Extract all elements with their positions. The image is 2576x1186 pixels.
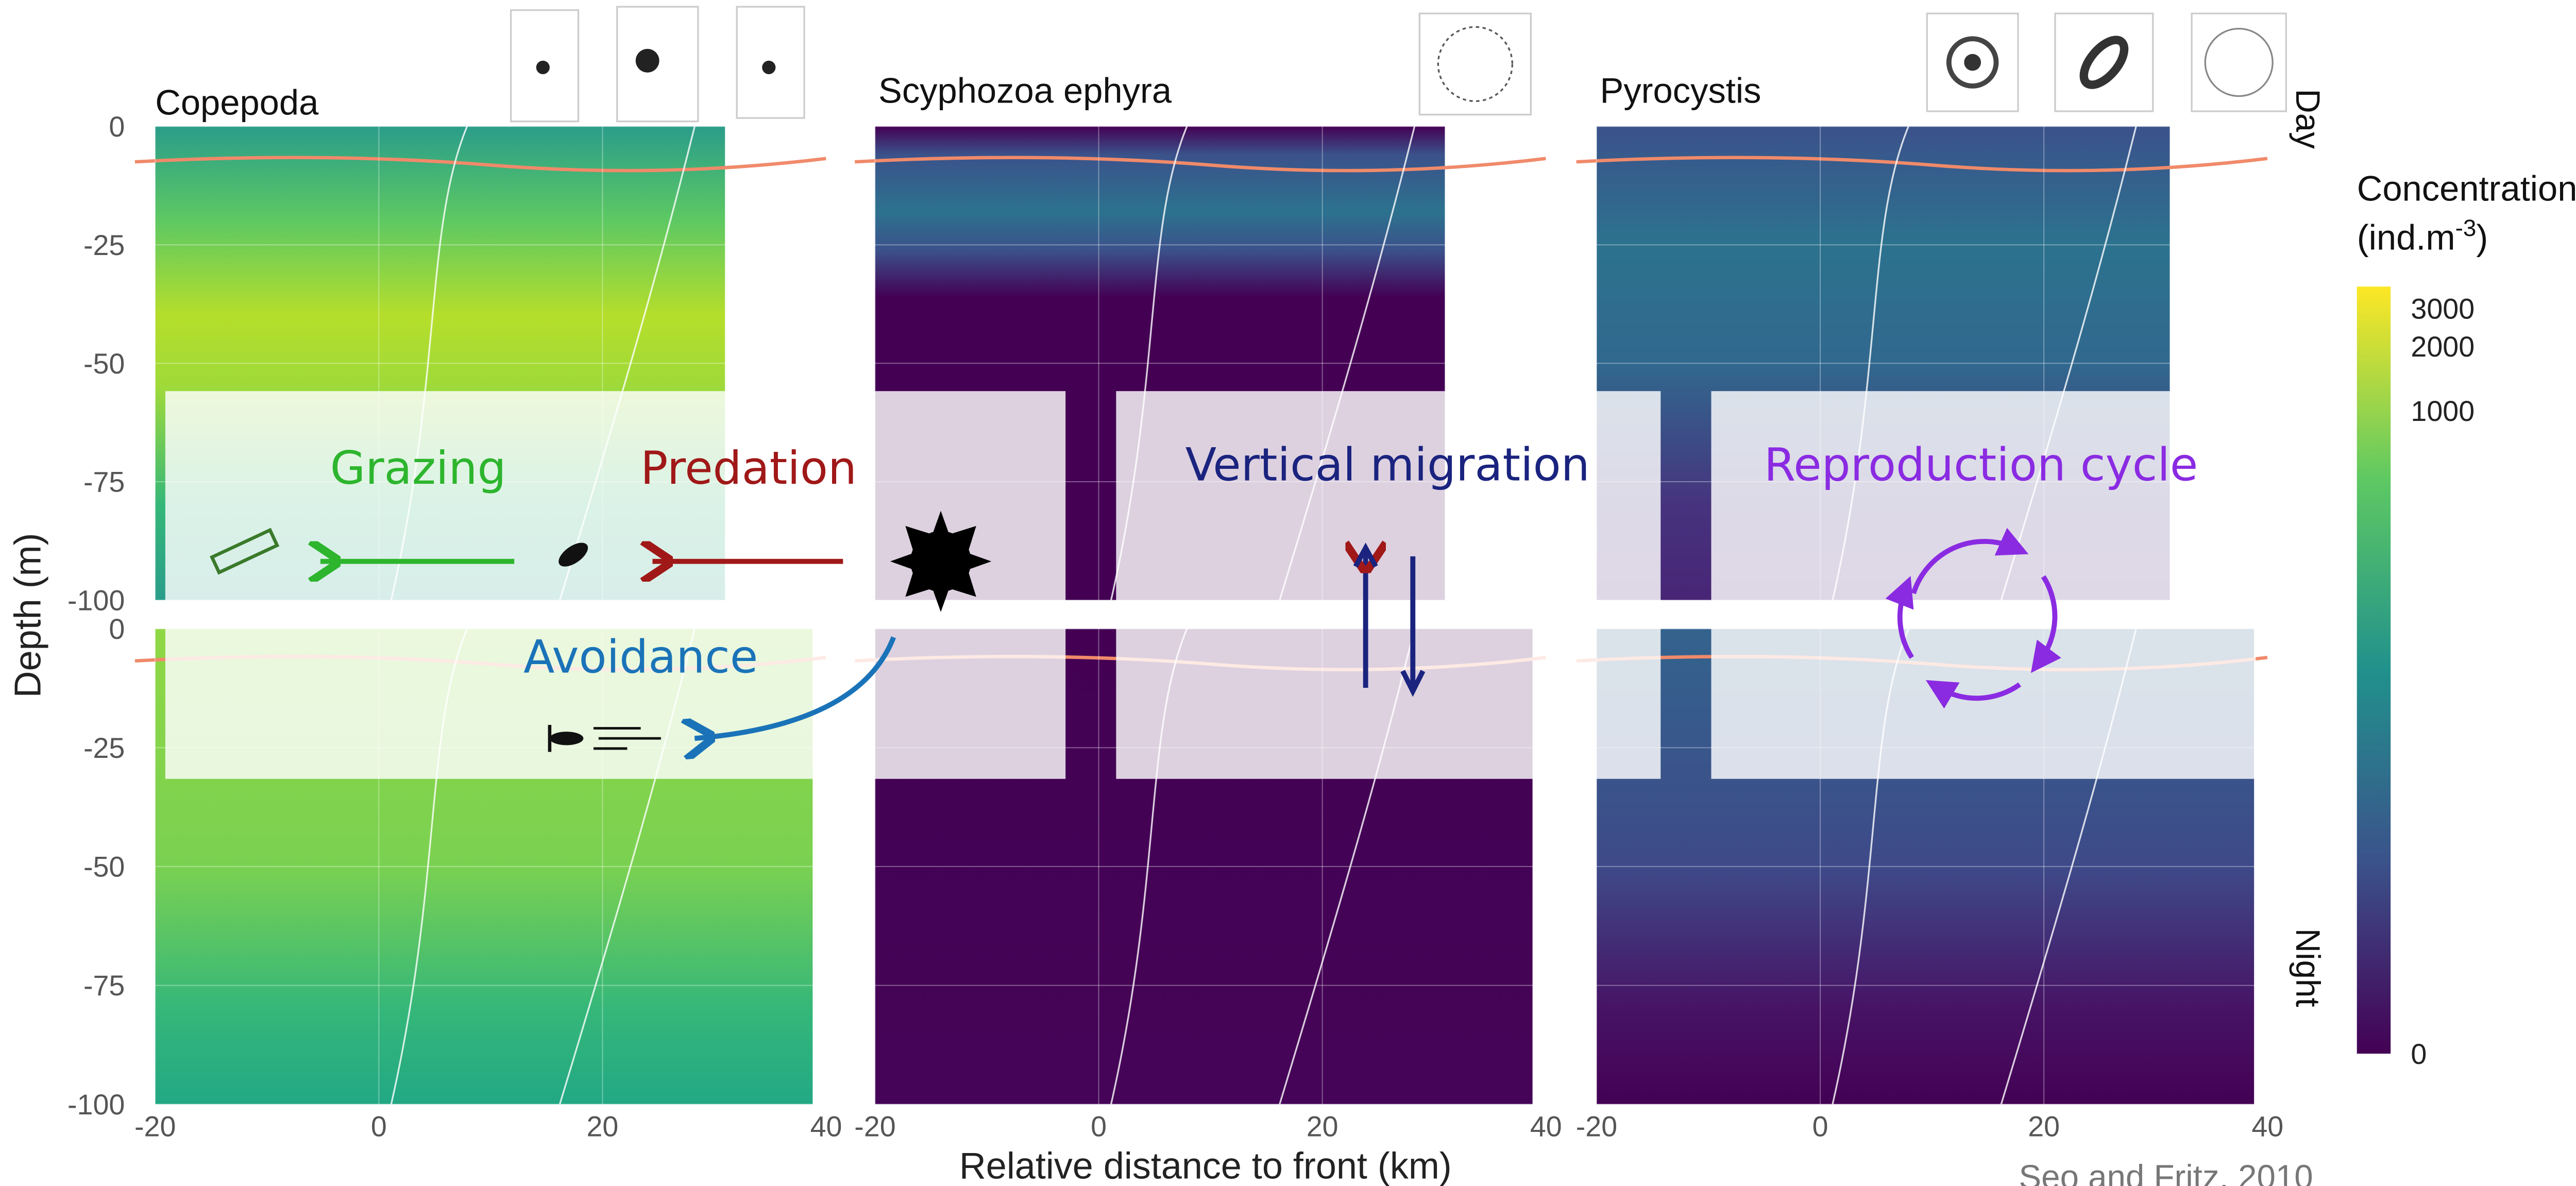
colorbar-tick-label: 0	[2411, 1038, 2427, 1070]
x-tick-label: 20	[1307, 1110, 1338, 1142]
slide: Copepoda -20 0 20 40 Scyphozoa ephyra -20 0 20 40…	[0, 0, 2576, 1186]
page: {"chart_data":{"type":"heatmap", "panels…	[0, 0, 2576, 1186]
colorbar	[2357, 286, 2391, 1054]
x-tick-label: -20	[854, 1110, 895, 1142]
y-tick-label: 0	[109, 111, 125, 143]
colorbar-unit-sup: -3	[2455, 215, 2477, 241]
panel-title: Pyrocystis	[1600, 71, 1761, 111]
y-tick-label: -50	[83, 851, 125, 883]
annotation: Avoidance	[523, 631, 758, 684]
colorbar-tick-label: 3000	[2411, 293, 2475, 325]
colorbar-tick-label: 2000	[2411, 331, 2475, 363]
x-tick-label: 0	[1812, 1110, 1828, 1142]
x-tick-label: -20	[1576, 1110, 1617, 1142]
panel-title: Copepoda	[155, 83, 319, 123]
annotation: Grazing	[330, 442, 506, 495]
y-tick-label: -75	[83, 970, 125, 1002]
y-tick-label: -100	[67, 585, 125, 617]
strip-label: Night	[2289, 928, 2327, 1007]
panel-title: Scyphozoa ephyra	[878, 71, 1172, 111]
colorbar-unit-text: (ind.m	[2357, 217, 2455, 257]
x-tick-label: 40	[810, 1110, 842, 1142]
colorbar-unit: (ind.m-3)	[2357, 215, 2488, 257]
colorbar-tick-label: 1000	[2411, 395, 2475, 427]
y-tick-label: -100	[67, 1089, 125, 1121]
x-tick-label: -20	[134, 1110, 176, 1142]
y-axis-label: Depth (m)	[8, 533, 49, 698]
y-tick-label: -50	[83, 348, 125, 380]
x-tick-label: 0	[1091, 1110, 1107, 1142]
x-tick-label: 40	[1530, 1110, 1562, 1142]
colorbar-unit-end: )	[2476, 217, 2488, 257]
y-tick-label: -25	[83, 229, 125, 261]
annotation: Vertical migration	[1185, 438, 1590, 492]
colorbar-title: Concentration	[2357, 168, 2576, 208]
y-tick-label: -25	[83, 732, 125, 764]
y-tick-label: 0	[109, 613, 125, 645]
citation: Seo and Fritz. 2010	[2019, 1158, 2313, 1186]
x-tick-label: 0	[371, 1110, 387, 1142]
thumbnails	[511, 7, 2286, 122]
y-tick-label: -75	[83, 466, 125, 498]
annotation: Predation	[640, 442, 857, 495]
annotation: Reproduction cycle	[1764, 438, 2198, 492]
x-axis-label: Relative distance to front (km)	[959, 1145, 1452, 1186]
strip-label: Day	[2289, 89, 2327, 149]
x-tick-label: 20	[2028, 1110, 2060, 1142]
x-tick-label: 40	[2251, 1110, 2283, 1142]
x-tick-label: 20	[587, 1110, 619, 1142]
